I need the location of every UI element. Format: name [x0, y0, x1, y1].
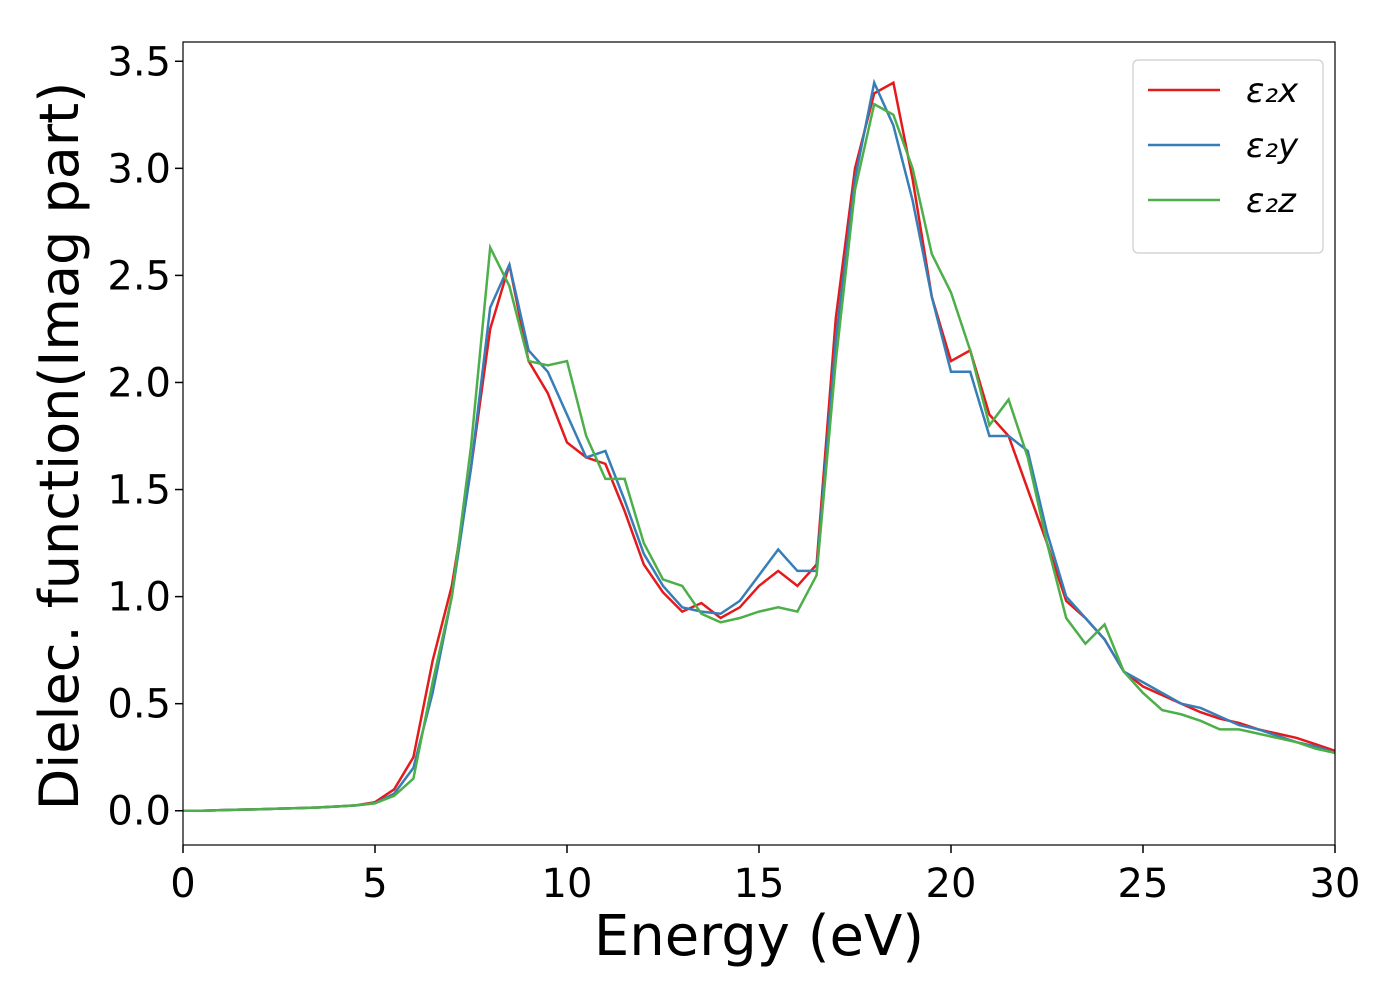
y-tick-label: 1.5	[107, 468, 171, 514]
y-tick-label: 2.0	[107, 360, 171, 406]
y-tick-label: 3.0	[107, 146, 171, 192]
legend-label: ε₂z	[1246, 181, 1297, 221]
x-tick-label: 0	[170, 861, 195, 907]
plot-frame	[182, 41, 1336, 846]
y-axis-label: Dielec. function(Imag part)	[28, 82, 91, 811]
x-tick-label: 15	[734, 861, 785, 907]
x-tick-label: 10	[542, 861, 593, 907]
legend-label: ε₂y	[1246, 126, 1299, 166]
y-tick-label: 3.5	[107, 39, 171, 85]
y-tick-label: 2.5	[107, 253, 171, 299]
x-tick-label: 30	[1310, 861, 1361, 907]
y-tick-label: 0.5	[107, 682, 171, 728]
x-tick-label: 5	[362, 861, 387, 907]
y-tick-label: 0.0	[107, 789, 171, 835]
y-tick-label: 1.0	[107, 575, 171, 621]
x-tick-label: 20	[926, 861, 977, 907]
x-tick-label: 25	[1118, 861, 1169, 907]
legend-box	[1132, 59, 1324, 254]
legend-label: ε₂x	[1246, 71, 1299, 111]
x-axis-label: Energy (eV)	[594, 904, 924, 969]
data-line	[183, 102, 1335, 812]
